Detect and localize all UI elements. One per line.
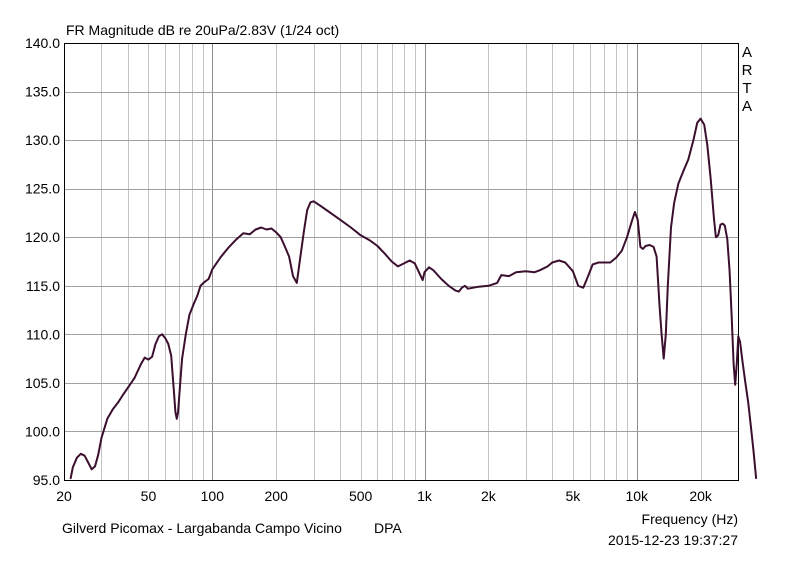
- series-line: [69, 117, 758, 480]
- measurement-note: Gilverd Picomax - Largabanda Campo Vicin…: [62, 520, 342, 536]
- arta-letter: T: [742, 80, 752, 97]
- y-tick-label: 130.0: [25, 132, 60, 148]
- arta-letter: A: [741, 44, 752, 61]
- x-tick-label: 50: [141, 488, 157, 504]
- x-tick-label: 20: [56, 488, 72, 504]
- x-tick-label: 1k: [417, 488, 433, 504]
- microphone-label: DPA: [374, 520, 402, 536]
- arta-letter: A: [741, 98, 752, 115]
- x-tick-label: 200: [265, 488, 289, 504]
- y-tick-label: 120.0: [25, 229, 60, 245]
- arta-letter: R: [741, 62, 753, 79]
- x-tick-label: 20k: [689, 488, 713, 504]
- arta-vertical-label: A R T A: [739, 44, 755, 116]
- x-tick-label: 100: [201, 488, 225, 504]
- y-tick-label: 125.0: [25, 181, 60, 197]
- x-tick-label: 500: [349, 488, 373, 504]
- date-stamp: 2015-12-23 19:37:27: [608, 532, 738, 548]
- x-tick-label: 5k: [565, 488, 581, 504]
- chart-title: FR Magnitude dB re 20uPa/2.83V (1/24 oct…: [66, 22, 340, 38]
- x-axis-label: Frequency (Hz): [641, 511, 738, 527]
- y-tick-label: 110.0: [26, 326, 60, 342]
- y-tick-label: 95.0: [33, 472, 60, 488]
- plot-frame: [64, 43, 739, 481]
- y-tick-label: 140.0: [25, 35, 60, 51]
- y-tick-label: 135.0: [25, 84, 60, 100]
- x-tick-label: 2k: [481, 488, 497, 504]
- x-tick-label: 10k: [625, 488, 649, 504]
- y-tick-label: 105.0: [25, 375, 60, 391]
- y-tick-label: 115.0: [26, 278, 60, 294]
- y-tick-label: 100.0: [25, 423, 60, 439]
